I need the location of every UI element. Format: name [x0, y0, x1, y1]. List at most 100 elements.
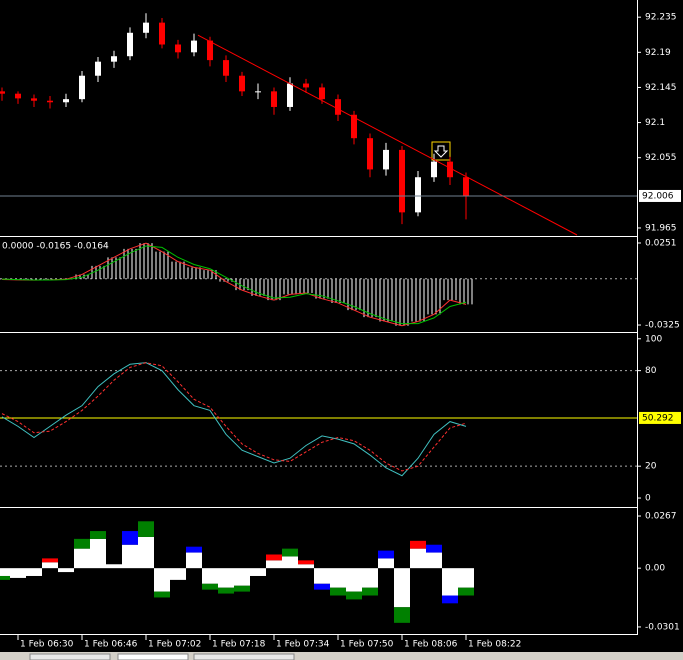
hist-bar — [202, 568, 218, 584]
stochastic-main — [1, 362, 467, 477]
hist-bar — [458, 568, 474, 588]
sell-arrow — [431, 141, 451, 161]
candle-body — [239, 75, 245, 92]
x-tick-label: 1 Feb 06:46 — [84, 640, 138, 650]
hist-bar — [122, 544, 138, 569]
hist-bar — [234, 568, 250, 586]
hist-bar — [218, 568, 234, 588]
candle-body — [79, 75, 85, 100]
x-tick-label: 1 Feb 08:06 — [404, 640, 458, 650]
x-tick-label: 1 Feb 08:22 — [468, 640, 521, 650]
hist-tip — [218, 587, 234, 594]
hist-tip — [0, 575, 10, 580]
hist-bar — [314, 568, 330, 584]
hist-bar — [378, 558, 394, 569]
y-tick-label: 92.235 — [645, 13, 677, 23]
hist-bar — [26, 568, 42, 576]
candle-body — [447, 161, 453, 178]
y-tick-label: 0.0267 — [645, 512, 677, 522]
hist-tip — [42, 558, 58, 563]
hist-tip — [442, 595, 458, 604]
x-tick-label: 1 Feb 06:30 — [20, 640, 74, 650]
hist-bar — [10, 568, 26, 578]
candle-body — [463, 177, 469, 196]
hist-bar — [90, 538, 106, 569]
candle-body — [367, 138, 373, 170]
y-tick-label: 20 — [645, 462, 657, 472]
candle-body — [143, 22, 149, 33]
y-tick-label: 92.19 — [645, 48, 671, 58]
candle-body — [0, 91, 5, 94]
hist-bar — [58, 568, 74, 573]
hist-tip — [458, 587, 474, 596]
hist-tip — [154, 591, 170, 598]
hist-bar — [442, 568, 458, 596]
hist-bar — [426, 552, 442, 569]
candle-body — [31, 98, 37, 101]
candle-body — [399, 149, 405, 213]
candle-body — [255, 91, 261, 93]
hist-bar — [298, 564, 314, 569]
hist-tip — [378, 550, 394, 559]
macd-line — [1, 242, 467, 327]
candle-body — [351, 114, 357, 139]
stochastic-signal — [1, 362, 467, 472]
hist-tip — [394, 607, 410, 623]
y-tick-label: -0.0301 — [645, 622, 680, 632]
y-tick-label: 100 — [645, 334, 662, 344]
tab[interactable] — [193, 653, 295, 660]
candle-body — [127, 32, 133, 57]
hist-bar — [250, 568, 266, 576]
candle-body — [47, 100, 53, 103]
indicator-label: 0.0000 -0.0165 -0.0164 — [2, 242, 109, 252]
candle-body — [159, 22, 165, 45]
candle-body — [335, 99, 341, 115]
y-tick-label: -0.0325 — [645, 321, 680, 331]
y-tick-label: 0.0251 — [645, 238, 677, 248]
y-tick-label: 91.965 — [645, 223, 677, 233]
candle-body — [383, 149, 389, 170]
tab[interactable] — [29, 653, 111, 660]
x-tick-label: 1 Feb 07:02 — [148, 640, 201, 650]
hist-bar — [0, 568, 10, 576]
candle-body — [303, 83, 309, 88]
y-tick-label: 0.00 — [645, 564, 665, 574]
hist-tip — [186, 546, 202, 553]
hist-tip — [282, 548, 298, 557]
x-tick-label: 1 Feb 07:50 — [340, 640, 394, 650]
hist-bar — [74, 548, 90, 569]
y-tick-label: 80 — [645, 366, 657, 376]
hist-tip — [314, 583, 330, 590]
tab[interactable] — [117, 653, 189, 660]
price-label-box — [639, 189, 681, 202]
candle-body — [223, 60, 229, 76]
hist-tip — [202, 583, 218, 590]
hist-bar — [346, 568, 362, 592]
hist-tip — [346, 591, 362, 600]
candle-body — [287, 83, 293, 107]
hist-bar — [154, 568, 170, 592]
candle-body — [63, 99, 69, 103]
y-tick-label: 92.1 — [645, 118, 665, 128]
hist-bar — [186, 552, 202, 569]
candle-body — [319, 87, 325, 100]
hist-bar — [394, 568, 410, 608]
candle-body — [95, 61, 101, 76]
x-tick-label: 1 Feb 07:18 — [212, 640, 266, 650]
candle-body — [111, 56, 117, 62]
hist-bar — [410, 548, 426, 569]
hist-bar — [362, 568, 378, 588]
hist-tip — [138, 521, 154, 537]
candle-body — [207, 40, 213, 61]
candle-body — [175, 44, 181, 53]
x-tick-label: 1 Feb 07:34 — [276, 640, 330, 650]
hist-tip — [90, 531, 106, 539]
hist-bar — [106, 564, 122, 569]
hist-tip — [330, 587, 346, 596]
hist-tip — [410, 540, 426, 549]
candle-body — [191, 40, 197, 53]
trendline — [197, 34, 578, 236]
hist-bar — [282, 556, 298, 569]
y-tick-label: 92.055 — [645, 153, 677, 163]
